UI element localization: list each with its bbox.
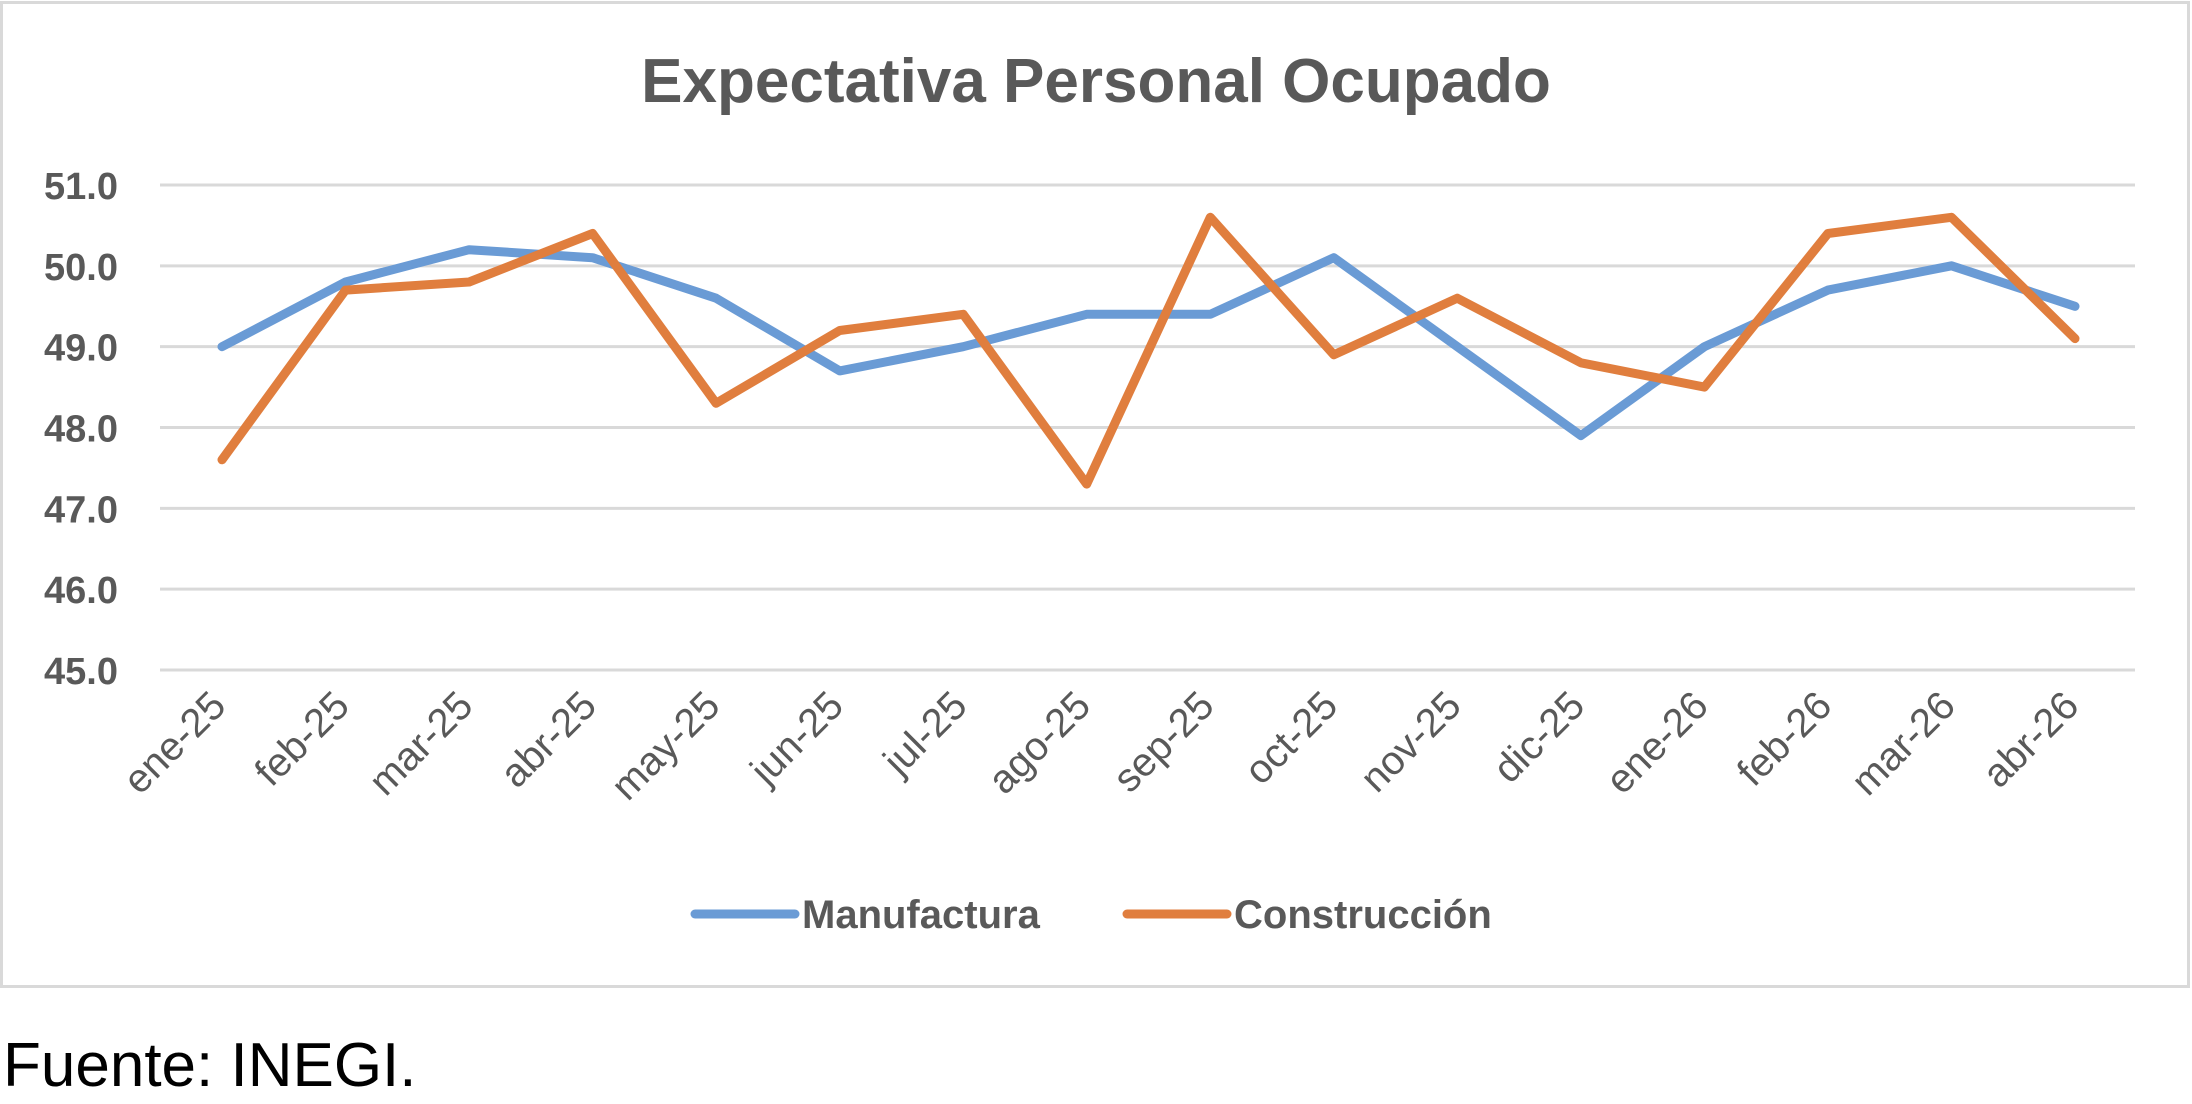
y-tick-label: 46.0: [44, 570, 118, 612]
y-tick-label: 51.0: [44, 166, 118, 208]
legend: Manufactura Construcción: [690, 893, 1492, 937]
source-note: Fuente: INEGI.: [3, 1031, 417, 1100]
y-axis-tick-labels: 45.0 46.0 47.0 48.0 49.0 50.0 51.0: [44, 166, 118, 693]
y-tick-label: 49.0: [44, 328, 118, 370]
legend-label: Manufactura: [802, 893, 1041, 937]
chart-title: Expectativa Personal Ocupado: [641, 47, 1551, 116]
y-tick-label: 47.0: [44, 489, 118, 531]
series-line-construccion: [217, 212, 2080, 489]
y-tick-label: 50.0: [44, 247, 118, 289]
chart-container: Expectativa Personal Ocupado 45.0 46.0 47.…: [0, 1, 2190, 988]
legend-label: Construcción: [1234, 893, 1492, 937]
line-chart: Expectativa Personal Ocupado 45.0 46.0 47.…: [0, 1, 2190, 988]
series-lines: [217, 212, 2080, 489]
y-tick-label: 45.0: [44, 651, 118, 693]
chart-border: [0, 1, 2190, 988]
y-tick-label: 48.0: [44, 409, 118, 451]
